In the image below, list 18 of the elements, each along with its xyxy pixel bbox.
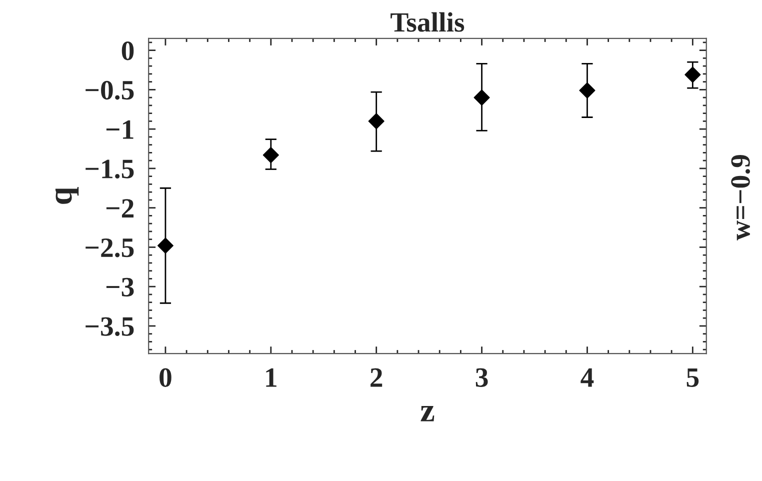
- y-tick-label: −1: [106, 120, 134, 139]
- x-tick-label: 4: [580, 368, 594, 387]
- y-tick-label: −2: [106, 199, 134, 218]
- y-tick-label: −0.5: [86, 80, 134, 100]
- x-axis-title: z: [420, 406, 434, 422]
- y-tick-label: −1.5: [86, 160, 134, 178]
- x-tick-label: 3: [476, 368, 488, 387]
- text: w=−0.9: [731, 154, 750, 240]
- x-tick-label: 2: [370, 368, 382, 387]
- y-tick-label: −3.5: [86, 317, 134, 336]
- x-tick-label: 5: [686, 368, 699, 387]
- y-tick-label: −2.5: [86, 238, 134, 258]
- x-tick-label: 0: [160, 368, 172, 387]
- y-tick-label: −3: [106, 278, 134, 296]
- y-axis-title: q: [55, 187, 79, 204]
- y-tick-label: 0: [122, 41, 134, 60]
- x-tick-label: 1: [266, 368, 276, 387]
- chart-title: Tsallis: [390, 12, 464, 32]
